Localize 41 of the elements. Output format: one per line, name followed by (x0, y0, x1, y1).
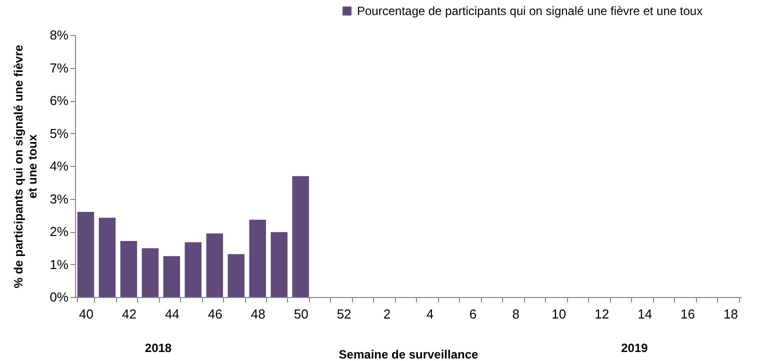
x-tick-label: 14 (638, 306, 652, 322)
x-tick-label: 8 (512, 306, 520, 322)
bar (292, 176, 309, 297)
y-tick-label: 2% (50, 224, 69, 239)
bar (142, 248, 159, 297)
bar (270, 232, 288, 297)
x-tick-label: 10 (552, 306, 566, 322)
bar (206, 233, 224, 297)
legend-label: Pourcentage de participants qui on signalé une fièvre et une toux (357, 4, 703, 18)
bar (120, 241, 138, 297)
x-tick-label: 2 (383, 306, 391, 322)
x-tick-label: 52 (336, 306, 352, 322)
x-tick-label: 44 (164, 306, 180, 322)
x-tick-label: 48 (250, 306, 266, 322)
x-tick-label: 6 (469, 306, 477, 322)
x-tick-label: 40 (79, 306, 94, 322)
x-tick-label: 46 (208, 306, 222, 322)
y-tick-label: 1% (50, 256, 69, 272)
x-tick-label: 16 (680, 306, 696, 322)
text: 2018 (144, 341, 172, 355)
bar (184, 242, 202, 297)
y-axis-title: % de participants qui on signalé une fièvre et une toux (12, 44, 40, 288)
x-tick-label: 4 (426, 306, 434, 322)
y-tick-label: 4% (50, 158, 69, 174)
x-tick-label: 50 (294, 306, 308, 322)
y-tick-label: 5% (50, 126, 69, 141)
y-tick-label: 6% (50, 93, 69, 108)
x-axis-title: Semaine de surveillance (338, 348, 479, 361)
y-tick-label: 8% (50, 28, 69, 42)
bar (98, 218, 116, 297)
x-tick-label: 12 (594, 306, 610, 322)
x-tick-label: 42 (122, 306, 136, 322)
bar (77, 212, 94, 297)
bar (163, 256, 180, 297)
y-tick-label: 0% (50, 290, 69, 304)
x-tick-label: 18 (724, 306, 738, 322)
bar (249, 220, 266, 297)
text: 2019 (621, 341, 648, 355)
y-tick-label: 3% (50, 191, 69, 206)
y-tick-label: 7% (50, 60, 69, 76)
bar (228, 254, 245, 297)
